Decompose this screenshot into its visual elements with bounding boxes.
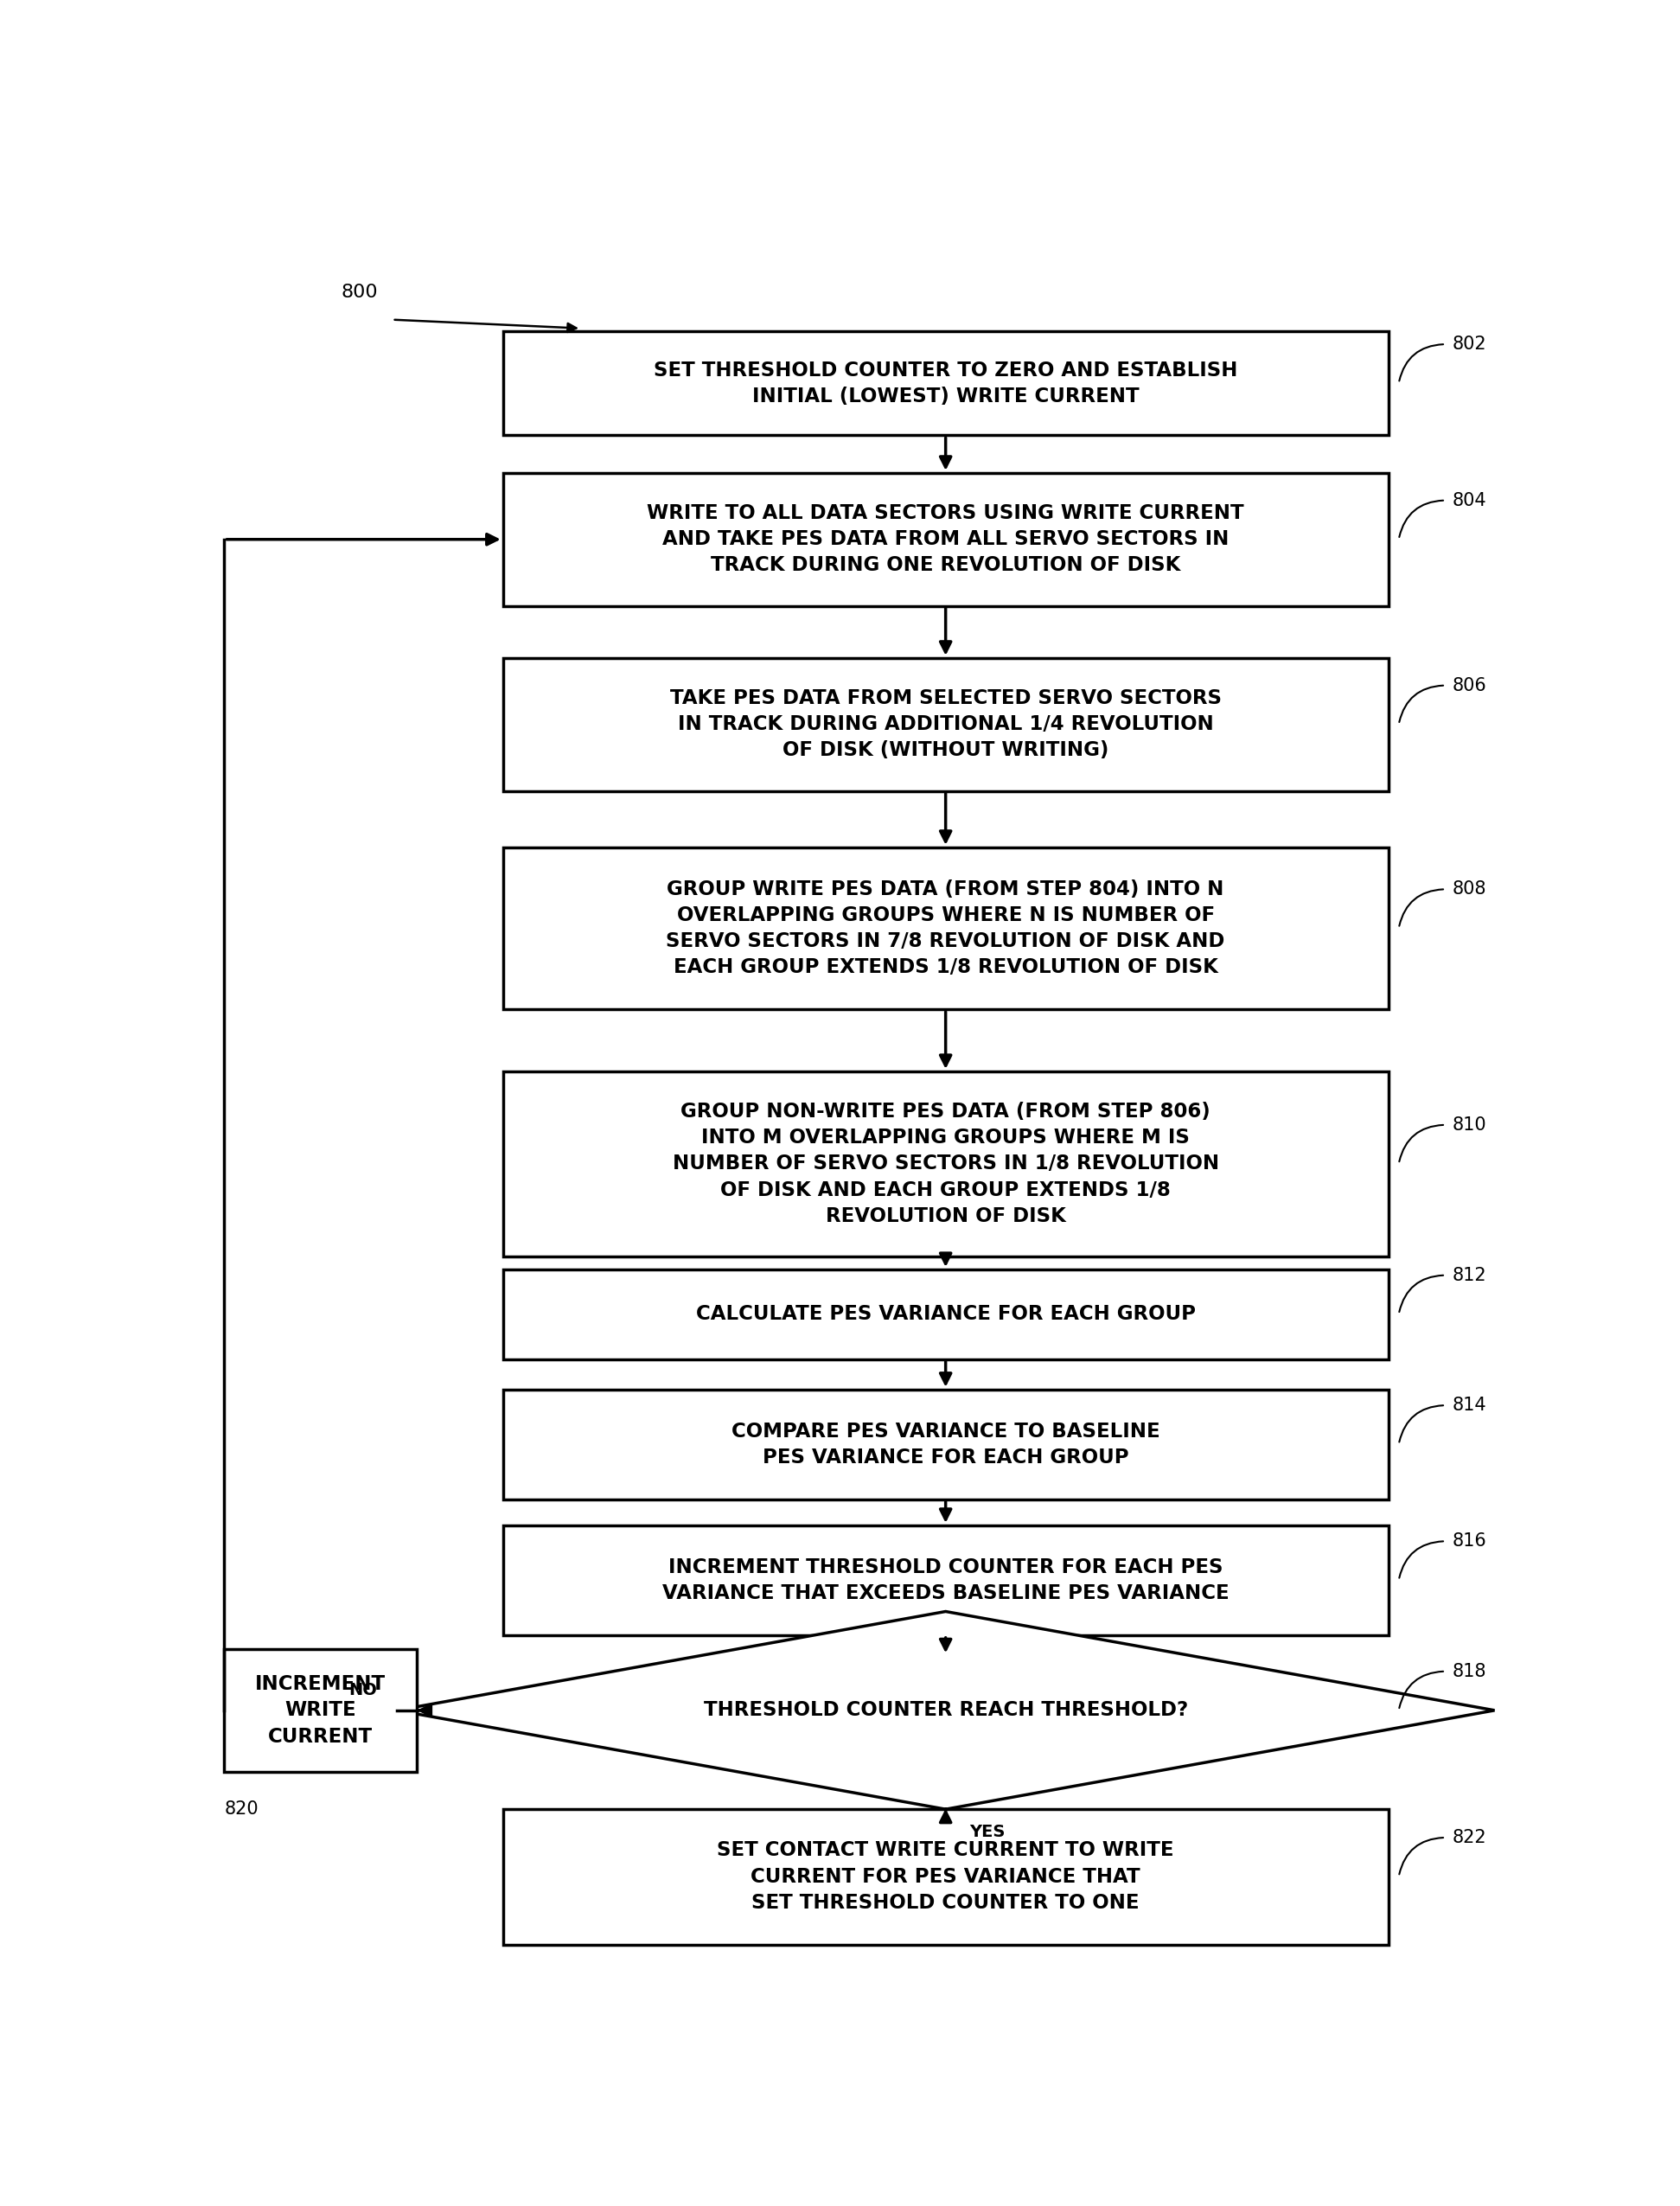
Text: 814: 814 <box>1452 1396 1487 1414</box>
FancyBboxPatch shape <box>502 1524 1388 1635</box>
FancyBboxPatch shape <box>502 847 1388 1008</box>
Text: GROUP WRITE PES DATA (FROM STEP 804) INTO N
OVERLAPPING GROUPS WHERE N IS NUMBER: GROUP WRITE PES DATA (FROM STEP 804) INT… <box>667 880 1225 977</box>
Text: THRESHOLD COUNTER REACH THRESHOLD?: THRESHOLD COUNTER REACH THRESHOLD? <box>704 1701 1188 1721</box>
Text: 800: 800 <box>341 285 378 300</box>
FancyBboxPatch shape <box>502 1390 1388 1500</box>
Text: 816: 816 <box>1452 1533 1487 1551</box>
Text: 804: 804 <box>1452 492 1487 510</box>
Polygon shape <box>396 1610 1495 1809</box>
Text: WRITE TO ALL DATA SECTORS USING WRITE CURRENT
AND TAKE PES DATA FROM ALL SERVO S: WRITE TO ALL DATA SECTORS USING WRITE CU… <box>647 503 1245 576</box>
FancyBboxPatch shape <box>225 1648 417 1771</box>
Text: 802: 802 <box>1452 335 1487 353</box>
Text: SET CONTACT WRITE CURRENT TO WRITE
CURRENT FOR PES VARIANCE THAT
SET THRESHOLD C: SET CONTACT WRITE CURRENT TO WRITE CURRE… <box>717 1840 1174 1913</box>
Text: 810: 810 <box>1452 1116 1487 1134</box>
FancyBboxPatch shape <box>502 1268 1388 1359</box>
Text: 806: 806 <box>1452 677 1487 695</box>
Text: CALCULATE PES VARIANCE FOR EACH GROUP: CALCULATE PES VARIANCE FOR EACH GROUP <box>696 1304 1196 1324</box>
FancyBboxPatch shape <box>502 1809 1388 1943</box>
FancyBboxPatch shape <box>502 657 1388 792</box>
Text: 812: 812 <box>1452 1266 1487 1284</box>
Text: 808: 808 <box>1452 880 1487 898</box>
Text: NO: NO <box>349 1683 378 1699</box>
Text: 822: 822 <box>1452 1829 1487 1846</box>
FancyBboxPatch shape <box>502 331 1388 435</box>
Text: 820: 820 <box>225 1800 259 1818</box>
Text: SET THRESHOLD COUNTER TO ZERO AND ESTABLISH
INITIAL (LOWEST) WRITE CURRENT: SET THRESHOLD COUNTER TO ZERO AND ESTABL… <box>654 360 1238 406</box>
Text: INCREMENT THRESHOLD COUNTER FOR EACH PES
VARIANCE THAT EXCEEDS BASELINE PES VARI: INCREMENT THRESHOLD COUNTER FOR EACH PES… <box>662 1557 1230 1604</box>
Text: YES: YES <box>969 1824 1005 1840</box>
FancyBboxPatch shape <box>502 1072 1388 1257</box>
Text: 818: 818 <box>1452 1663 1487 1681</box>
Text: COMPARE PES VARIANCE TO BASELINE
PES VARIANCE FOR EACH GROUP: COMPARE PES VARIANCE TO BASELINE PES VAR… <box>731 1421 1159 1467</box>
Text: INCREMENT
WRITE
CURRENT: INCREMENT WRITE CURRENT <box>255 1674 386 1747</box>
Text: TAKE PES DATA FROM SELECTED SERVO SECTORS
IN TRACK DURING ADDITIONAL 1/4 REVOLUT: TAKE PES DATA FROM SELECTED SERVO SECTOR… <box>670 688 1221 761</box>
Text: GROUP NON-WRITE PES DATA (FROM STEP 806)
INTO M OVERLAPPING GROUPS WHERE M IS
NU: GROUP NON-WRITE PES DATA (FROM STEP 806)… <box>672 1101 1220 1227</box>
FancyBboxPatch shape <box>502 472 1388 607</box>
